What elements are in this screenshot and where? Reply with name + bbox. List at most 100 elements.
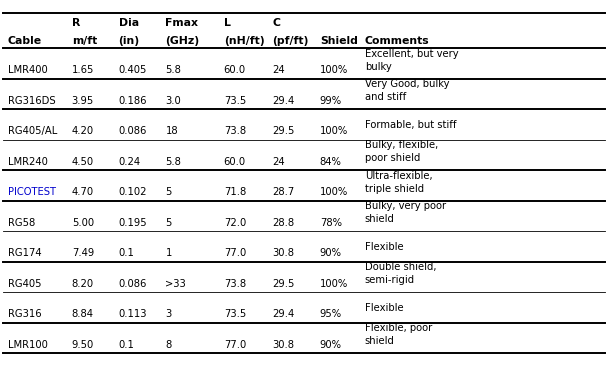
- Text: 90%: 90%: [320, 248, 342, 258]
- Text: Formable, but stiff: Formable, but stiff: [365, 120, 456, 129]
- Text: 5.8: 5.8: [165, 65, 181, 75]
- Text: 0.086: 0.086: [119, 279, 147, 289]
- Text: RG316DS: RG316DS: [8, 96, 55, 106]
- Text: RG316: RG316: [8, 309, 41, 319]
- Text: poor shield: poor shield: [365, 153, 420, 163]
- Text: LMR100: LMR100: [8, 340, 48, 350]
- Text: 72.0: 72.0: [224, 218, 246, 228]
- Text: 100%: 100%: [320, 126, 348, 136]
- Text: 0.113: 0.113: [119, 309, 147, 319]
- Text: 100%: 100%: [320, 279, 348, 289]
- Text: 28.7: 28.7: [272, 187, 295, 197]
- Text: 30.8: 30.8: [272, 248, 294, 258]
- Text: Ultra-flexible,: Ultra-flexible,: [365, 171, 432, 181]
- Text: bulky: bulky: [365, 62, 392, 72]
- Text: 18: 18: [165, 126, 178, 136]
- Text: RG174: RG174: [8, 248, 41, 258]
- Text: 1: 1: [165, 248, 171, 258]
- Text: 0.405: 0.405: [119, 65, 147, 75]
- Text: 0.1: 0.1: [119, 248, 134, 258]
- Text: 99%: 99%: [320, 96, 342, 106]
- Text: semi-rigid: semi-rigid: [365, 275, 415, 285]
- Text: 24: 24: [272, 65, 285, 75]
- Text: 4.50: 4.50: [72, 157, 94, 167]
- Text: 24: 24: [272, 157, 285, 167]
- Text: R: R: [72, 18, 80, 28]
- Text: 60.0: 60.0: [224, 157, 246, 167]
- Text: m/ft: m/ft: [72, 36, 97, 46]
- Text: 100%: 100%: [320, 65, 348, 75]
- Text: 29.5: 29.5: [272, 279, 295, 289]
- Text: Very Good, bulky: Very Good, bulky: [365, 79, 449, 89]
- Text: PICOTEST: PICOTEST: [8, 187, 56, 197]
- Text: 28.8: 28.8: [272, 218, 294, 228]
- Text: 8: 8: [165, 340, 171, 350]
- Text: 0.102: 0.102: [119, 187, 147, 197]
- Text: 1.65: 1.65: [72, 65, 94, 75]
- Text: 71.8: 71.8: [224, 187, 246, 197]
- Text: 0.1: 0.1: [119, 340, 134, 350]
- Text: >33: >33: [165, 279, 186, 289]
- Text: 8.20: 8.20: [72, 279, 94, 289]
- Text: 73.8: 73.8: [224, 126, 246, 136]
- Text: 5: 5: [165, 218, 171, 228]
- Text: 73.8: 73.8: [224, 279, 246, 289]
- Text: 100%: 100%: [320, 187, 348, 197]
- Text: 4.70: 4.70: [72, 187, 94, 197]
- Text: L: L: [224, 18, 230, 28]
- Text: 90%: 90%: [320, 340, 342, 350]
- Text: 73.5: 73.5: [224, 309, 246, 319]
- Text: 5: 5: [165, 187, 171, 197]
- Text: 0.195: 0.195: [119, 218, 147, 228]
- Text: 5.8: 5.8: [165, 157, 181, 167]
- Text: 84%: 84%: [320, 157, 342, 167]
- Text: Comments: Comments: [365, 36, 429, 46]
- Text: shield: shield: [365, 336, 395, 346]
- Text: RG405/AL: RG405/AL: [8, 126, 57, 136]
- Text: LMR400: LMR400: [8, 65, 47, 75]
- Text: and stiff: and stiff: [365, 92, 406, 102]
- Text: (nH/ft): (nH/ft): [224, 36, 264, 46]
- Text: 77.0: 77.0: [224, 248, 246, 258]
- Text: (pf/ft): (pf/ft): [272, 36, 309, 46]
- Text: 3: 3: [165, 309, 171, 319]
- Text: RG58: RG58: [8, 218, 35, 228]
- Text: 8.84: 8.84: [72, 309, 94, 319]
- Text: 0.086: 0.086: [119, 126, 147, 136]
- Text: LMR240: LMR240: [8, 157, 48, 167]
- Text: shield: shield: [365, 214, 395, 224]
- Text: (GHz): (GHz): [165, 36, 199, 46]
- Text: Fmax: Fmax: [165, 18, 198, 28]
- Text: 4.20: 4.20: [72, 126, 94, 136]
- Text: Shield: Shield: [320, 36, 358, 46]
- Text: Excellent, but very: Excellent, but very: [365, 49, 458, 59]
- Text: 9.50: 9.50: [72, 340, 94, 350]
- Text: 3.0: 3.0: [165, 96, 181, 106]
- Text: 29.4: 29.4: [272, 309, 295, 319]
- Text: 3.95: 3.95: [72, 96, 94, 106]
- Text: Flexible: Flexible: [365, 303, 404, 312]
- Text: triple shield: triple shield: [365, 184, 424, 194]
- Text: 29.5: 29.5: [272, 126, 295, 136]
- Text: C: C: [272, 18, 280, 28]
- Text: 73.5: 73.5: [224, 96, 246, 106]
- Text: 0.24: 0.24: [119, 157, 140, 167]
- Text: (in): (in): [119, 36, 140, 46]
- Text: Double shield,: Double shield,: [365, 262, 437, 272]
- Text: Cable: Cable: [8, 36, 42, 46]
- Text: 78%: 78%: [320, 218, 342, 228]
- Text: 77.0: 77.0: [224, 340, 246, 350]
- Text: 29.4: 29.4: [272, 96, 295, 106]
- Text: 5.00: 5.00: [72, 218, 94, 228]
- Text: Bulky, flexible,: Bulky, flexible,: [365, 140, 438, 150]
- Text: Flexible: Flexible: [365, 242, 404, 251]
- Text: 95%: 95%: [320, 309, 342, 319]
- Text: 0.186: 0.186: [119, 96, 147, 106]
- Text: Dia: Dia: [119, 18, 139, 28]
- Text: 30.8: 30.8: [272, 340, 294, 350]
- Text: 60.0: 60.0: [224, 65, 246, 75]
- Text: Bulky, very poor: Bulky, very poor: [365, 201, 446, 211]
- Text: 7.49: 7.49: [72, 248, 94, 258]
- Text: Flexible, poor: Flexible, poor: [365, 323, 432, 333]
- Text: RG405: RG405: [8, 279, 41, 289]
